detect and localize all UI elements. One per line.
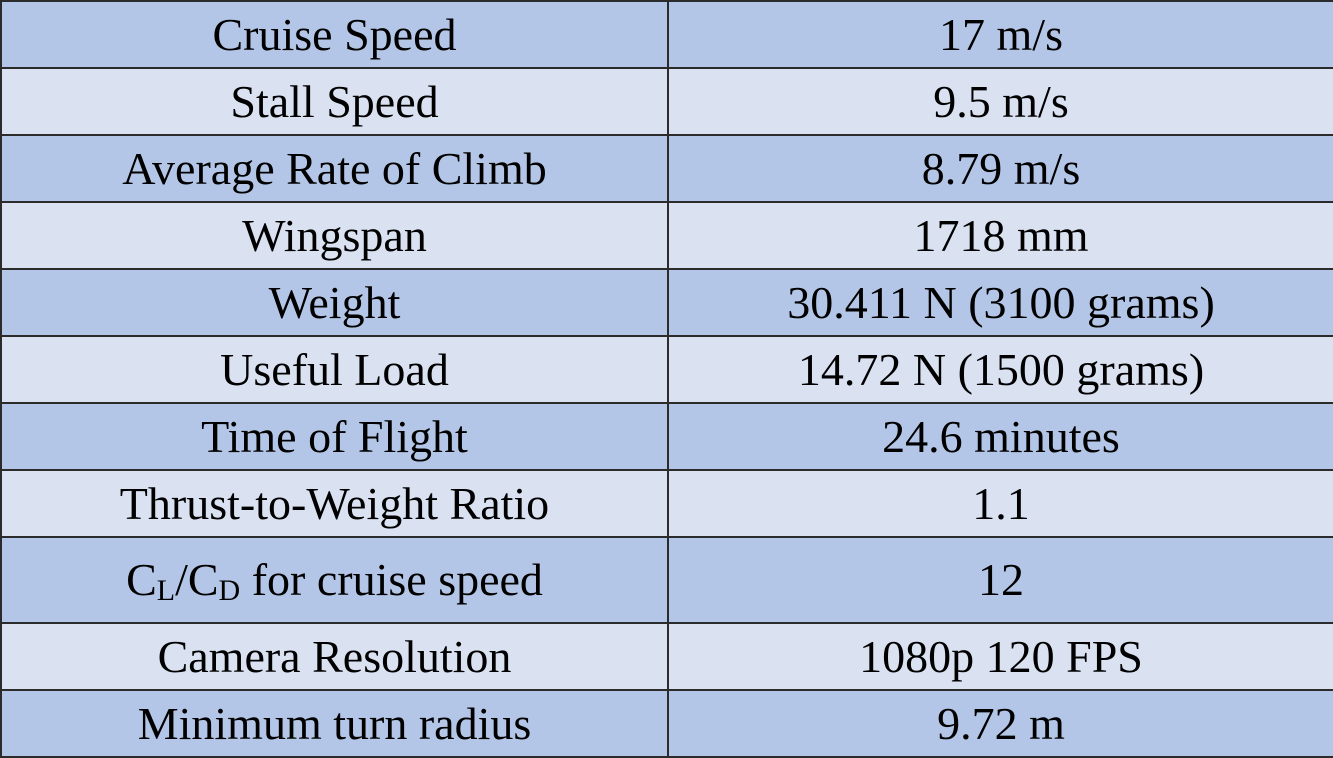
table-row: Useful Load 14.72 N (1500 grams) [0, 335, 1333, 404]
row-label-camera-resolution: Camera Resolution [0, 622, 669, 691]
table-row: Minimum turn radius 9.72 m [0, 689, 1333, 758]
row-label-cruise-speed: Cruise Speed [0, 0, 669, 69]
row-label-stall-speed: Stall Speed [0, 67, 669, 136]
cd-subscript: D [218, 574, 241, 607]
row-label-time-of-flight: Time of Flight [0, 402, 669, 471]
row-label-minimum-turn-radius: Minimum turn radius [0, 689, 669, 758]
row-value-camera-resolution: 1080p 120 FPS [667, 622, 1333, 691]
row-label-weight: Weight [0, 268, 669, 337]
row-label-average-rate-of-climb: Average Rate of Climb [0, 134, 669, 203]
cl-cd-label-rest: for cruise speed [240, 554, 543, 605]
row-label-wingspan: Wingspan [0, 201, 669, 270]
row-label-useful-load: Useful Load [0, 335, 669, 404]
row-value-stall-speed: 9.5 m/s [667, 67, 1333, 136]
table-row: Wingspan 1718 mm [0, 201, 1333, 270]
table-row: Weight 30.411 N (3100 grams) [0, 268, 1333, 337]
table-row: Thrust-to-Weight Ratio 1.1 [0, 469, 1333, 538]
cl-subscript: L [156, 574, 176, 607]
table-row: Camera Resolution 1080p 120 FPS [0, 622, 1333, 691]
row-value-weight: 30.411 N (3100 grams) [667, 268, 1333, 337]
row-value-time-of-flight: 24.6 minutes [667, 402, 1333, 471]
cl-symbol: C [126, 554, 157, 605]
table-row: Average Rate of Climb 8.79 m/s [0, 134, 1333, 203]
table-row: Time of Flight 24.6 minutes [0, 402, 1333, 471]
row-value-thrust-to-weight-ratio: 1.1 [667, 469, 1333, 538]
row-value-minimum-turn-radius: 9.72 m [667, 689, 1333, 758]
ratio-slash: / [175, 554, 188, 605]
row-value-useful-load: 14.72 N (1500 grams) [667, 335, 1333, 404]
table-row: Cruise Speed 17 m/s [0, 0, 1333, 69]
row-label-cl-cd-cruise: CL/CD for cruise speed [0, 536, 669, 624]
row-label-thrust-to-weight-ratio: Thrust-to-Weight Ratio [0, 469, 669, 538]
row-value-cruise-speed: 17 m/s [667, 0, 1333, 69]
row-value-wingspan: 1718 mm [667, 201, 1333, 270]
table-row: Stall Speed 9.5 m/s [0, 67, 1333, 136]
cd-symbol: C [187, 554, 219, 605]
row-value-cl-cd-cruise: 12 [667, 536, 1333, 624]
row-value-average-rate-of-climb: 8.79 m/s [667, 134, 1333, 203]
table-row: CL/CD for cruise speed 12 [0, 536, 1333, 624]
